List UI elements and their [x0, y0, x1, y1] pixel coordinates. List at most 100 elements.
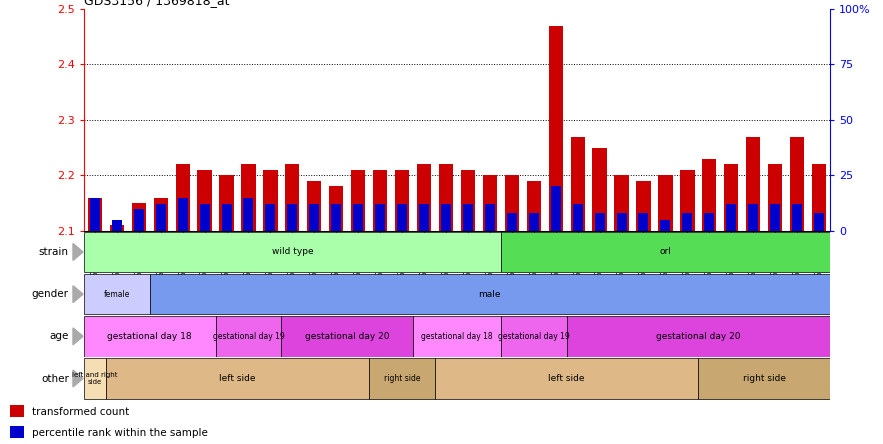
Bar [637, 181, 651, 231]
Bar [507, 213, 517, 231]
Bar [413, 316, 501, 357]
Bar [483, 175, 497, 231]
Text: gestational day 19: gestational day 19 [213, 332, 284, 341]
Bar [215, 316, 282, 357]
Bar [529, 213, 539, 231]
Text: left side: left side [548, 374, 585, 383]
Bar [266, 204, 275, 231]
Bar [222, 204, 231, 231]
Bar [811, 164, 826, 231]
Bar [616, 213, 627, 231]
Bar [112, 220, 122, 231]
Bar [419, 204, 429, 231]
Bar [768, 164, 782, 231]
Bar [176, 164, 190, 231]
Bar [373, 170, 388, 231]
Bar [615, 175, 629, 231]
Bar [548, 26, 562, 231]
Bar [84, 316, 215, 357]
Bar [724, 164, 738, 231]
Text: male: male [479, 289, 502, 299]
Text: gestational day 20: gestational day 20 [656, 332, 741, 341]
Bar [683, 213, 692, 231]
Bar [309, 204, 320, 231]
Bar [705, 213, 714, 231]
Bar [84, 274, 150, 314]
Bar [746, 137, 760, 231]
Bar [375, 204, 385, 231]
Text: orl: orl [660, 247, 671, 257]
Bar [219, 175, 234, 231]
Bar [417, 164, 431, 231]
Text: transformed count: transformed count [32, 407, 129, 417]
Bar [84, 358, 106, 399]
Bar [353, 204, 363, 231]
Text: gestational day 20: gestational day 20 [305, 332, 389, 341]
Bar [133, 209, 144, 231]
Bar [154, 198, 168, 231]
Bar [441, 204, 451, 231]
Bar [84, 232, 501, 272]
Bar [485, 204, 494, 231]
Bar [90, 198, 100, 231]
Bar [698, 358, 830, 399]
Bar [331, 204, 341, 231]
Bar [369, 358, 435, 399]
Bar [501, 316, 567, 357]
Bar [10, 405, 25, 417]
Bar [814, 213, 824, 231]
Bar [287, 204, 298, 231]
Bar [659, 175, 673, 231]
Bar [638, 213, 648, 231]
Bar [727, 204, 736, 231]
Text: left side: left side [219, 374, 256, 383]
Text: wild type: wild type [272, 247, 313, 257]
Bar [505, 175, 519, 231]
Bar [573, 204, 583, 231]
Bar [439, 164, 453, 231]
Text: female: female [103, 289, 130, 299]
Bar [463, 204, 473, 231]
Polygon shape [73, 328, 83, 345]
Bar [106, 358, 369, 399]
Polygon shape [73, 286, 83, 303]
Text: gender: gender [32, 289, 69, 299]
Text: percentile rank within the sample: percentile rank within the sample [32, 428, 208, 438]
Text: strain: strain [39, 247, 69, 257]
Bar [748, 204, 758, 231]
Bar [551, 186, 561, 231]
Text: age: age [49, 331, 69, 341]
Bar [594, 213, 605, 231]
Text: gestational day 18: gestational day 18 [421, 332, 493, 341]
Bar [351, 170, 366, 231]
Bar [461, 170, 475, 231]
Text: gestational day 18: gestational day 18 [108, 332, 192, 341]
Bar [329, 186, 343, 231]
Bar [198, 170, 212, 231]
Polygon shape [73, 243, 83, 260]
Bar [790, 137, 804, 231]
Bar [592, 148, 607, 231]
Bar [177, 198, 187, 231]
Bar [307, 181, 321, 231]
Bar [282, 316, 413, 357]
Text: right side: right side [384, 374, 420, 383]
Bar [244, 198, 253, 231]
Bar [395, 170, 409, 231]
Bar [200, 204, 209, 231]
Bar [770, 204, 781, 231]
Bar [285, 164, 299, 231]
Bar [263, 170, 277, 231]
Bar [570, 137, 585, 231]
Bar [132, 203, 146, 231]
Bar [87, 198, 102, 231]
Bar [526, 181, 541, 231]
Bar [680, 170, 695, 231]
Bar [435, 358, 698, 399]
Bar [109, 226, 124, 231]
Text: gestational day 19: gestational day 19 [498, 332, 570, 341]
Bar [702, 159, 716, 231]
Bar [155, 204, 166, 231]
Bar [10, 426, 25, 438]
Bar [792, 204, 802, 231]
